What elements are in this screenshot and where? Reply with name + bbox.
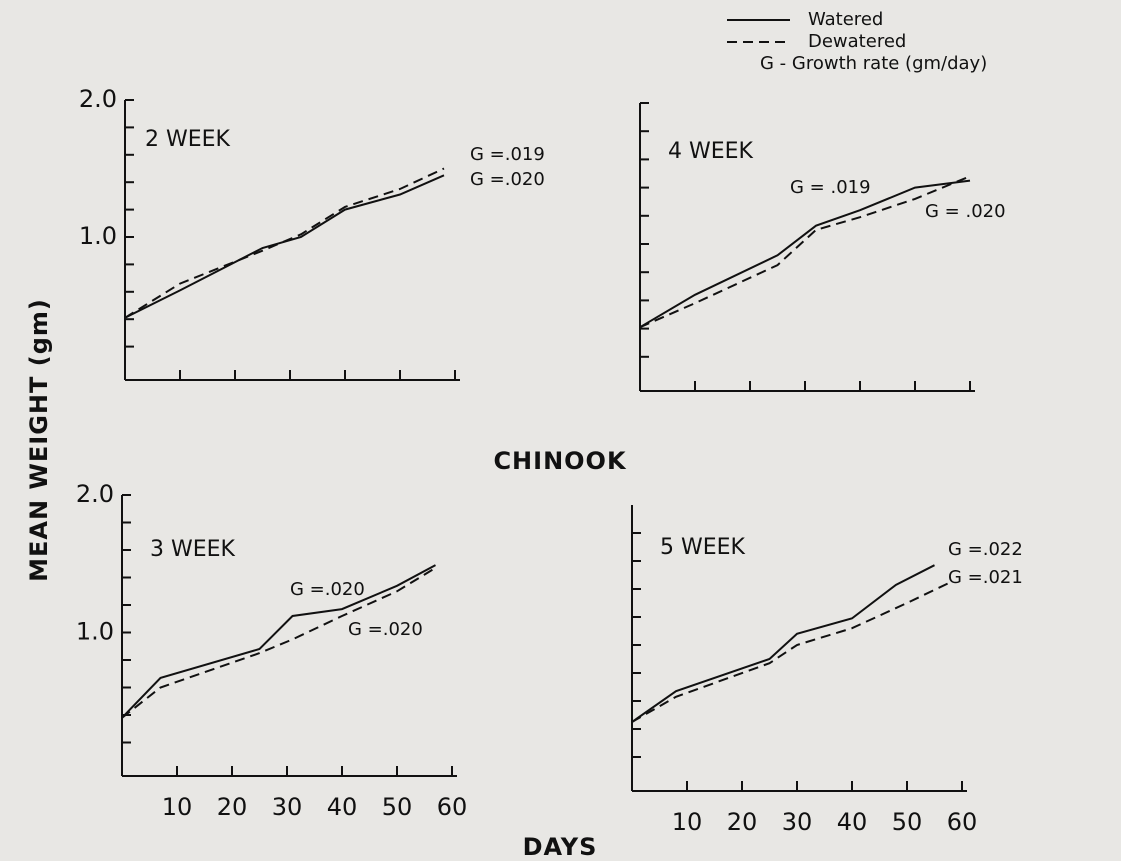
annotation: G =.021 bbox=[948, 567, 1023, 588]
x-tick-label: 40 bbox=[327, 793, 358, 821]
series-line bbox=[121, 564, 436, 719]
x-tick-label: 30 bbox=[272, 793, 303, 821]
y-axis-label: MEAN WEIGHT (gm) bbox=[25, 298, 53, 582]
legend-note: G - Growth rate (gm/day) bbox=[760, 53, 987, 74]
x-tick-label: 30 bbox=[782, 808, 813, 836]
panel-title: 3 WEEK bbox=[150, 537, 236, 562]
series-line bbox=[124, 167, 445, 319]
y-tick-label: 1.0 bbox=[76, 618, 114, 646]
y-tick-label: 1.0 bbox=[79, 222, 117, 250]
panel-title: 2 WEEK bbox=[145, 127, 231, 152]
series-line bbox=[631, 581, 952, 723]
annotation: G = .019 bbox=[790, 177, 871, 198]
figure-title: CHINOOK bbox=[493, 447, 627, 475]
y-tick-label: 2.0 bbox=[76, 480, 114, 508]
annotation: G =.022 bbox=[948, 539, 1023, 560]
x-tick-label: 10 bbox=[672, 808, 703, 836]
x-tick-label: 60 bbox=[947, 808, 978, 836]
panel-title: 4 WEEK bbox=[668, 139, 754, 164]
x-tick-label: 40 bbox=[837, 808, 868, 836]
annotation: G =.020 bbox=[290, 579, 365, 600]
x-tick-label: 60 bbox=[437, 793, 468, 821]
x-tick-label: 10 bbox=[162, 793, 193, 821]
series-line bbox=[121, 567, 437, 719]
series-line bbox=[639, 179, 971, 329]
y-tick-label: 2.0 bbox=[79, 85, 117, 113]
series-line bbox=[124, 174, 445, 319]
annotation: G =.020 bbox=[470, 169, 545, 190]
annotation: G =.020 bbox=[348, 619, 423, 640]
x-tick-label: 20 bbox=[217, 793, 248, 821]
legend-label: Dewatered bbox=[808, 31, 906, 52]
x-axis-label: DAYS bbox=[523, 833, 598, 861]
annotation: G =.019 bbox=[470, 144, 545, 165]
annotation: G = .020 bbox=[925, 201, 1006, 222]
x-tick-label: 50 bbox=[892, 808, 923, 836]
x-tick-label: 20 bbox=[727, 808, 758, 836]
series-line bbox=[631, 564, 935, 723]
panel-title: 5 WEEK bbox=[660, 535, 746, 560]
legend-label: Watered bbox=[808, 9, 883, 30]
x-tick-label: 50 bbox=[382, 793, 413, 821]
series-line bbox=[639, 175, 971, 329]
